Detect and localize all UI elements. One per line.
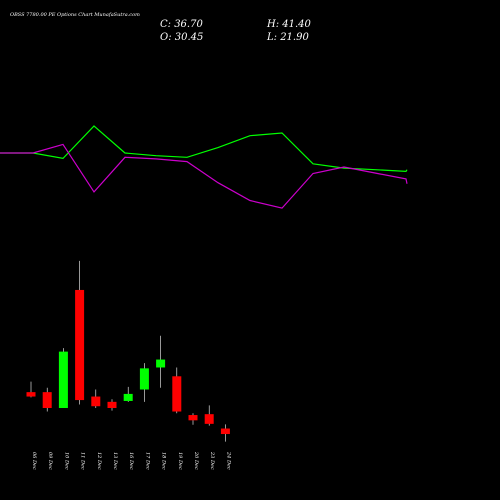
- close-value: C: 36.70: [160, 19, 203, 30]
- x-tick-label: 17 Dec: [144, 452, 150, 470]
- candle-body: [123, 393, 133, 401]
- candle: [172, 367, 182, 414]
- x-tick-label: 12 Dec: [96, 452, 102, 470]
- candle: [156, 335, 166, 388]
- x-axis-ticks: 06 Dec 09 Dec 10 Dec 11 Dec 12 Dec 13 Dec 16 D…: [31, 451, 231, 470]
- candle-body: [156, 359, 166, 368]
- candle: [188, 413, 198, 425]
- x-tick-label: 11 Dec: [80, 452, 86, 470]
- candle: [75, 260, 85, 405]
- indicator-line-green: [0, 125, 408, 173]
- x-tick-label: 24 Dec: [225, 451, 231, 470]
- candle: [123, 386, 133, 402]
- open-value: O: 30.45: [160, 32, 203, 43]
- candle-body: [220, 428, 230, 435]
- candle-body: [42, 392, 52, 408]
- candle: [204, 405, 214, 426]
- candle: [26, 381, 36, 398]
- x-tick-label: 13 Dec: [112, 452, 118, 470]
- candle-body: [75, 289, 85, 401]
- x-tick-label: 20 Dec: [193, 451, 199, 470]
- candle-body: [91, 396, 101, 407]
- chart-title: OBSS 7780.00 PE Options Chart MunafaSutr…: [10, 12, 140, 18]
- candle-body: [107, 401, 117, 408]
- indicator-line-magenta: [0, 143, 408, 209]
- candle-body: [139, 368, 149, 390]
- candle-body: [172, 376, 182, 412]
- low-value: L: 21.90: [266, 32, 309, 43]
- candle-body: [188, 415, 198, 421]
- x-tick-label: 23 Dec: [209, 451, 215, 470]
- x-tick-label: 16 Dec: [128, 452, 134, 470]
- high-value: H: 41.40: [266, 19, 312, 30]
- candle: [220, 424, 230, 442]
- candle-body: [26, 392, 36, 397]
- candle: [58, 348, 68, 408]
- indicator-lines: [0, 125, 408, 209]
- x-tick-label: 18 Dec: [161, 452, 167, 470]
- candle: [107, 399, 117, 411]
- candlesticks: [26, 260, 230, 442]
- x-tick-label: 06 Dec: [31, 452, 37, 470]
- candle: [139, 363, 149, 402]
- candle: [42, 387, 52, 412]
- candle-body: [58, 351, 68, 408]
- x-tick-label: 10 Dec: [63, 452, 69, 470]
- x-tick-label: 09 Dec: [47, 452, 53, 470]
- candle-body: [204, 414, 214, 424]
- candle: [91, 389, 101, 408]
- x-tick-label: 19 Dec: [177, 452, 183, 470]
